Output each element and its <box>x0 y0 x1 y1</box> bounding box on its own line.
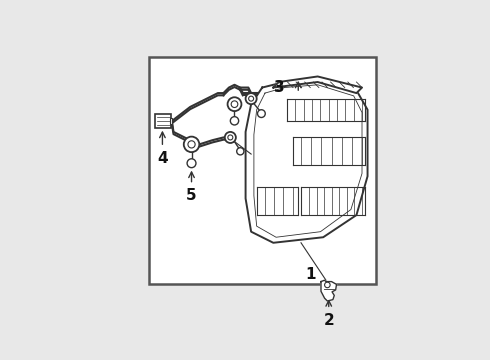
Circle shape <box>245 93 257 104</box>
Text: 4: 4 <box>157 151 168 166</box>
Bar <box>170 118 172 123</box>
Circle shape <box>225 132 236 143</box>
Polygon shape <box>273 76 362 93</box>
Text: 2: 2 <box>323 313 334 328</box>
Circle shape <box>230 117 239 125</box>
Text: 1: 1 <box>305 267 316 282</box>
Text: 5: 5 <box>186 188 197 203</box>
Bar <box>155 114 171 128</box>
Circle shape <box>237 148 244 155</box>
Circle shape <box>227 97 242 111</box>
Polygon shape <box>321 280 337 301</box>
Circle shape <box>258 110 265 117</box>
Circle shape <box>184 136 199 152</box>
Polygon shape <box>245 79 368 243</box>
Text: 3: 3 <box>273 80 284 95</box>
Bar <box>148 57 376 284</box>
Circle shape <box>187 159 196 168</box>
